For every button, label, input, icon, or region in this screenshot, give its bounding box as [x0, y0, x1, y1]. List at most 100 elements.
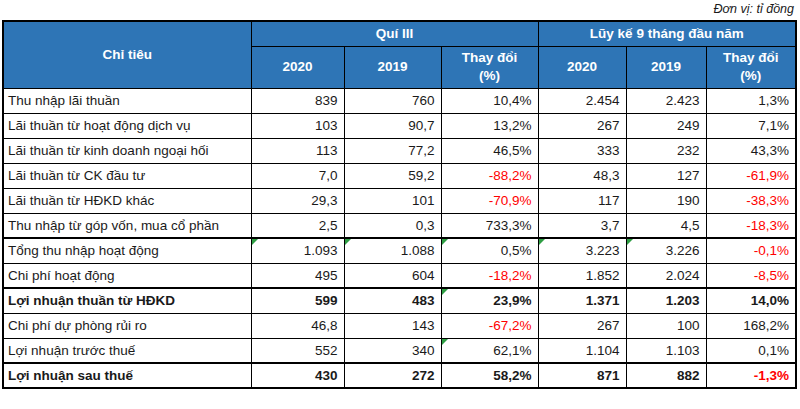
cell-q3-2019[interactable]: 1.088	[344, 238, 441, 263]
cell-lk-2019[interactable]: 249	[626, 113, 706, 138]
cell-q3-2019[interactable]: 101	[344, 188, 441, 213]
criteria-header[interactable]: Chỉ tiêu	[3, 21, 251, 88]
cell-q3-2020[interactable]: 495	[251, 263, 344, 288]
cell-q3-2020[interactable]: 7,0	[251, 163, 344, 188]
row-label[interactable]: Lãi thuần từ CK đầu tư	[3, 163, 251, 188]
cell-lk-change[interactable]: 14,0%	[706, 288, 796, 313]
table-row: Tổng thu nhập hoạt động1.0931.0880,5%3.2…	[3, 238, 796, 263]
cell-lk-2019[interactable]: 4,5	[626, 213, 706, 238]
cell-lk-2019[interactable]: 2.423	[626, 88, 706, 113]
cell-q3-change[interactable]: 0,5%	[441, 238, 538, 263]
cell-q3-2019[interactable]: 59,2	[344, 163, 441, 188]
cell-lk-2020[interactable]: 2.454	[538, 88, 626, 113]
subheader-q3-change[interactable]: Thay đổi (%)	[441, 46, 538, 88]
table-row: Lãi thuần từ HĐKD khác29,3101-70,9%11719…	[3, 188, 796, 213]
cell-q3-2020[interactable]: 103	[251, 113, 344, 138]
cell-lk-2019[interactable]: 882	[626, 363, 706, 388]
cell-lk-2020[interactable]: 48,3	[538, 163, 626, 188]
cell-q3-change[interactable]: 46,5%	[441, 138, 538, 163]
cell-lk-2020[interactable]: 871	[538, 363, 626, 388]
cell-q3-change[interactable]: -70,9%	[441, 188, 538, 213]
cell-q3-2020[interactable]: 552	[251, 338, 344, 363]
cell-lk-2020[interactable]: 267	[538, 313, 626, 338]
cell-q3-2019[interactable]: 77,2	[344, 138, 441, 163]
row-label[interactable]: Lãi thuần từ kinh doanh ngoại hối	[3, 138, 251, 163]
table-row: Lợi nhuận trước thuế55234062,1%1.1041.10…	[3, 338, 796, 363]
cell-lk-change[interactable]: 0,1%	[706, 338, 796, 363]
cell-q3-2020[interactable]: 430	[251, 363, 344, 388]
cell-lk-change[interactable]: -61,9%	[706, 163, 796, 188]
cell-q3-change[interactable]: -67,2%	[441, 313, 538, 338]
cell-lk-2019[interactable]: 1.103	[626, 338, 706, 363]
subheader-lk-2020[interactable]: 2020	[538, 46, 626, 88]
cell-lk-2020[interactable]: 1.852	[538, 263, 626, 288]
cell-q3-change[interactable]: 733,3%	[441, 213, 538, 238]
cell-lk-2019[interactable]: 190	[626, 188, 706, 213]
cell-q3-2020[interactable]: 839	[251, 88, 344, 113]
cell-lk-change[interactable]: -38,3%	[706, 188, 796, 213]
cell-q3-2019[interactable]: 143	[344, 313, 441, 338]
error-triangle-icon	[539, 239, 545, 245]
cell-lk-2020[interactable]: 267	[538, 113, 626, 138]
subheader-lk-2019[interactable]: 2019	[626, 46, 706, 88]
cell-lk-2020[interactable]: 333	[538, 138, 626, 163]
cell-lk-change[interactable]: -1,3%	[706, 363, 796, 388]
cell-q3-2019[interactable]: 0,3	[344, 213, 441, 238]
cell-lk-2020[interactable]: 3,7	[538, 213, 626, 238]
row-label[interactable]: Thu nhập lãi thuần	[3, 88, 251, 113]
table-row: Lợi nhuận sau thuế43027258,2%871882-1,3%	[3, 363, 796, 388]
cell-q3-2020[interactable]: 113	[251, 138, 344, 163]
row-label[interactable]: Tổng thu nhập hoạt động	[3, 238, 251, 263]
cell-lk-2019[interactable]: 100	[626, 313, 706, 338]
cell-q3-change[interactable]: 13,2%	[441, 113, 538, 138]
row-label[interactable]: Chi phí dự phòng rủi ro	[3, 313, 251, 338]
subheader-q3-2019[interactable]: 2019	[344, 46, 441, 88]
cell-lk-2019[interactable]: 1.203	[626, 288, 706, 313]
cell-q3-2019[interactable]: 272	[344, 363, 441, 388]
cell-lk-change[interactable]: 168,2%	[706, 313, 796, 338]
subheader-lk-change[interactable]: Thay đổi (%)	[706, 46, 796, 88]
cell-q3-change[interactable]: 58,2%	[441, 363, 538, 388]
cell-lk-2020[interactable]: 117	[538, 188, 626, 213]
cell-lk-2019[interactable]: 2.024	[626, 263, 706, 288]
cell-q3-2019[interactable]: 483	[344, 288, 441, 313]
cell-q3-2020[interactable]: 2,5	[251, 213, 344, 238]
row-label[interactable]: Thu nhập từ góp vốn, mua cổ phần	[3, 213, 251, 238]
cell-q3-change[interactable]: -88,2%	[441, 163, 538, 188]
group-header-ytd-9months[interactable]: Lũy kế 9 tháng đầu năm	[538, 21, 796, 46]
cell-lk-change[interactable]: -8,5%	[706, 263, 796, 288]
cell-lk-change[interactable]: -0,1%	[706, 238, 796, 263]
subheader-q3-2020[interactable]: 2020	[251, 46, 344, 88]
row-label[interactable]: Lợi nhuận sau thuế	[3, 363, 251, 388]
cell-lk-change[interactable]: -18,3%	[706, 213, 796, 238]
cell-q3-2019[interactable]: 340	[344, 338, 441, 363]
cell-lk-2020[interactable]: 1.371	[538, 288, 626, 313]
row-label[interactable]: Chi phí hoạt động	[3, 263, 251, 288]
row-label[interactable]: Lợi nhuận thuần từ HĐKD	[3, 288, 251, 313]
row-label[interactable]: Lãi thuần từ hoạt động dịch vụ	[3, 113, 251, 138]
cell-q3-change[interactable]: 62,1%	[441, 338, 538, 363]
error-triangle-icon	[627, 239, 633, 245]
cell-lk-2019[interactable]: 127	[626, 163, 706, 188]
cell-q3-2020[interactable]: 46,8	[251, 313, 344, 338]
table-row: Thu nhập lãi thuần83976010,4%2.4542.4231…	[3, 88, 796, 113]
cell-q3-2020[interactable]: 29,3	[251, 188, 344, 213]
cell-lk-2019[interactable]: 3.226	[626, 238, 706, 263]
cell-q3-change[interactable]: 23,9%	[441, 288, 538, 313]
cell-lk-change[interactable]: 1,3%	[706, 88, 796, 113]
cell-q3-2020[interactable]: 1.093	[251, 238, 344, 263]
group-header-quarter3[interactable]: Quí III	[251, 21, 538, 46]
cell-lk-2020[interactable]: 3.223	[538, 238, 626, 263]
cell-q3-2019[interactable]: 604	[344, 263, 441, 288]
cell-q3-change[interactable]: 10,4%	[441, 88, 538, 113]
cell-q3-2019[interactable]: 760	[344, 88, 441, 113]
cell-lk-2020[interactable]: 1.104	[538, 338, 626, 363]
cell-lk-change[interactable]: 43,3%	[706, 138, 796, 163]
cell-lk-2019[interactable]: 232	[626, 138, 706, 163]
cell-q3-2019[interactable]: 90,7	[344, 113, 441, 138]
row-label[interactable]: Lợi nhuận trước thuế	[3, 338, 251, 363]
cell-q3-2020[interactable]: 599	[251, 288, 344, 313]
cell-q3-change[interactable]: -18,2%	[441, 263, 538, 288]
row-label[interactable]: Lãi thuần từ HĐKD khác	[3, 188, 251, 213]
cell-lk-change[interactable]: 7,1%	[706, 113, 796, 138]
